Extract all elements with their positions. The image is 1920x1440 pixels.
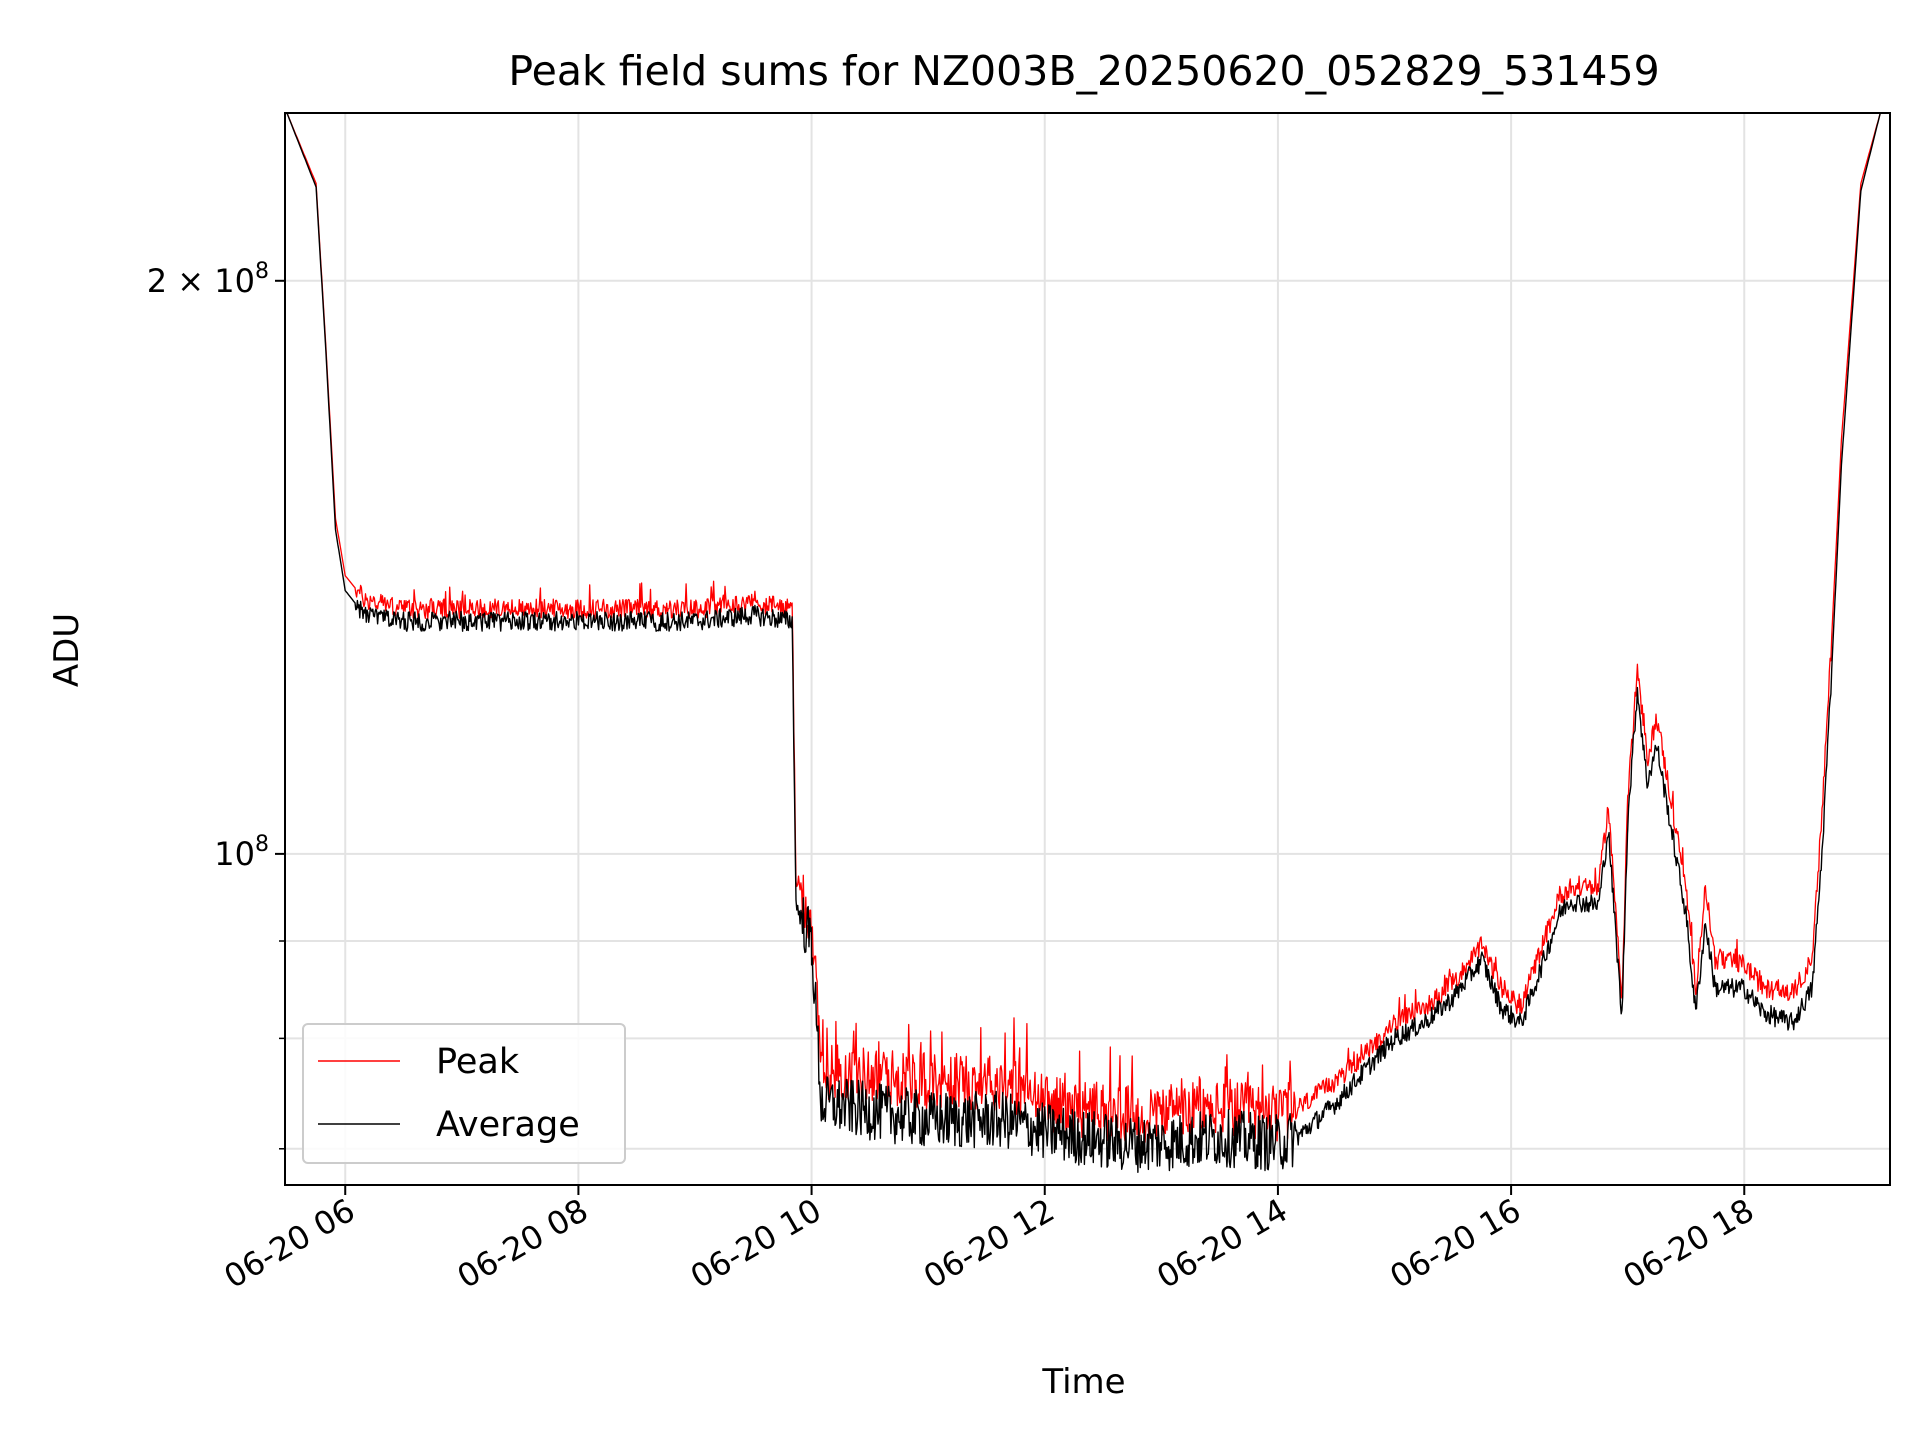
y-axis-label: ADU — [47, 613, 87, 687]
x-tick-label: 06-20 12 — [917, 1191, 1061, 1296]
x-tick-label: 06-20 10 — [684, 1191, 828, 1296]
x-tick-label: 06-20 06 — [218, 1191, 362, 1296]
x-axis-label: Time — [1041, 1362, 1125, 1402]
chart-title: Peak field sums for NZ003B_20250620_0528… — [508, 47, 1659, 95]
x-axis: 06-20 06 06-20 08 06-20 10 06-20 12 06-20 14… — [218, 1185, 1761, 1296]
legend: Peak Average — [302, 1023, 626, 1164]
legend-label-peak: Peak — [436, 1042, 520, 1082]
x-tick-label: 06-20 16 — [1383, 1191, 1527, 1296]
series-line-average — [286, 113, 1881, 1173]
x-tick-label: 06-20 08 — [451, 1191, 595, 1296]
y-tick-label: 108 — [214, 832, 269, 873]
series-line-peak — [286, 113, 1881, 1143]
x-tick-label: 06-20 14 — [1150, 1191, 1294, 1296]
y-axis: 108 2 × 108 — [147, 259, 285, 1150]
series-layer — [286, 113, 1881, 1173]
x-tick-label: 06-20 18 — [1617, 1191, 1761, 1296]
legend-label-average: Average — [436, 1105, 580, 1145]
y-tick-label: 2 × 108 — [147, 259, 269, 300]
plot-frame — [284, 112, 1891, 1186]
legend-box — [302, 1023, 626, 1164]
